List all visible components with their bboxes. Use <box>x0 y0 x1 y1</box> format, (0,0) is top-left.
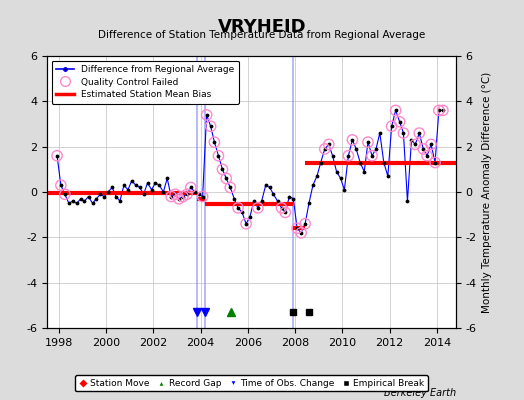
Point <box>324 141 333 148</box>
Point <box>199 193 207 200</box>
Point <box>293 225 301 232</box>
Point <box>202 112 211 118</box>
Point <box>57 182 65 188</box>
Point <box>242 220 250 227</box>
Point <box>431 159 439 166</box>
Point <box>254 205 262 211</box>
Point <box>214 152 223 159</box>
Text: Berkeley Earth: Berkeley Earth <box>384 388 456 398</box>
Point <box>222 175 231 182</box>
Text: Difference of Station Temperature Data from Regional Average: Difference of Station Temperature Data f… <box>99 30 425 40</box>
Point <box>415 130 423 136</box>
Text: VRYHEID: VRYHEID <box>217 18 307 36</box>
Point <box>321 146 329 152</box>
Legend: Station Move, Record Gap, Time of Obs. Change, Empirical Break: Station Move, Record Gap, Time of Obs. C… <box>75 375 428 392</box>
Point <box>423 152 431 159</box>
Point <box>396 118 404 125</box>
Point <box>435 107 443 114</box>
Point <box>419 146 428 152</box>
Point <box>399 130 408 136</box>
Point <box>281 209 289 216</box>
Point <box>368 152 376 159</box>
Point <box>171 191 179 198</box>
Point <box>53 152 61 159</box>
Point <box>175 196 183 202</box>
Point <box>226 184 234 191</box>
Point <box>234 205 242 211</box>
Point <box>297 230 305 236</box>
Legend: Difference from Regional Average, Quality Control Failed, Estimated Station Mean: Difference from Regional Average, Qualit… <box>52 60 239 104</box>
Point <box>210 139 219 145</box>
Y-axis label: Monthly Temperature Anomaly Difference (°C): Monthly Temperature Anomaly Difference (… <box>482 71 492 313</box>
Point <box>301 220 309 227</box>
Point <box>277 205 286 211</box>
Point <box>439 107 447 114</box>
Point <box>411 141 419 148</box>
Point <box>391 107 400 114</box>
Point <box>344 152 353 159</box>
Point <box>206 123 215 130</box>
Point <box>61 191 69 198</box>
Point <box>183 191 191 198</box>
Point <box>179 193 187 200</box>
Point <box>167 193 176 200</box>
Point <box>187 184 195 191</box>
Point <box>348 137 357 143</box>
Point <box>219 166 227 172</box>
Point <box>387 123 396 130</box>
Point <box>364 139 372 145</box>
Point <box>427 141 435 148</box>
